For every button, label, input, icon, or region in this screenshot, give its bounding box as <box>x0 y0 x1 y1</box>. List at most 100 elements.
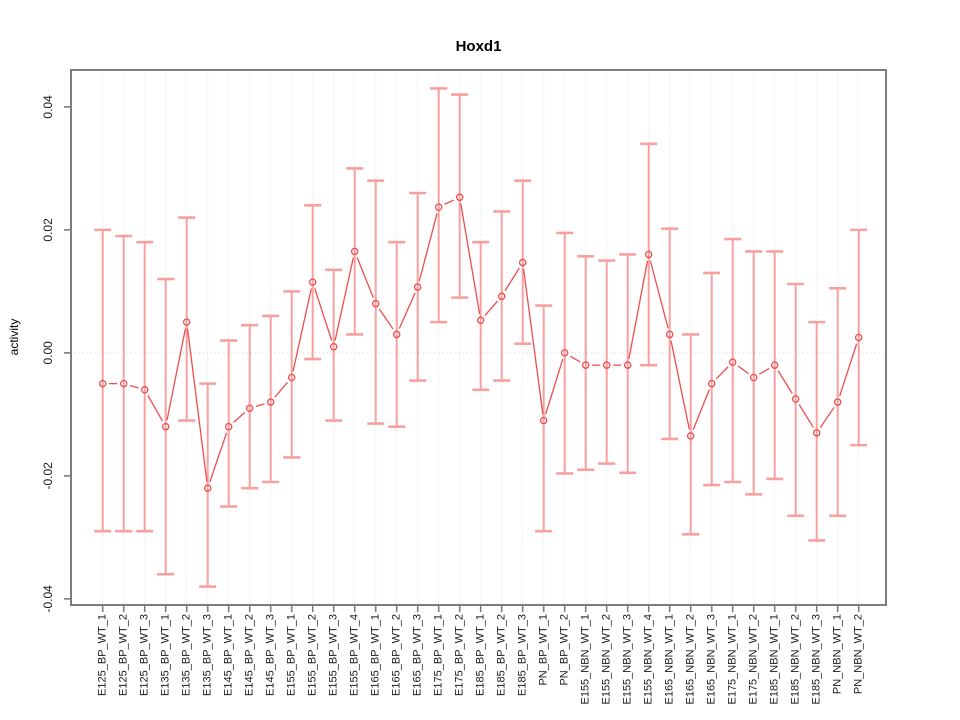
data-point <box>707 379 716 388</box>
series-line-segment <box>758 367 770 375</box>
x-tick-label: PN_BP_WT_1 <box>538 614 550 686</box>
data-point <box>644 250 653 259</box>
series-line-segment <box>737 365 749 375</box>
data-point <box>350 247 359 256</box>
data-point <box>224 422 233 431</box>
x-tick-label: E155_NBN_WT_1 <box>580 614 592 705</box>
series-line-segment <box>545 358 564 415</box>
x-tick-label: E165_BP_WT_2 <box>391 614 403 696</box>
x-tick-label: E145_BP_WT_1 <box>223 614 235 696</box>
data-point <box>497 292 506 301</box>
x-tick-label: E125_BP_WT_2 <box>118 614 130 696</box>
data-point <box>371 299 380 308</box>
x-tick-label: E155_NBN_WT_3 <box>622 614 634 705</box>
data-point <box>245 404 254 412</box>
series-line-segment <box>444 199 455 205</box>
plot-border <box>70 69 887 606</box>
x-tick-label: E185_NBN_WT_1 <box>769 614 781 705</box>
data-point <box>854 333 863 342</box>
data-point <box>476 316 485 325</box>
x-tick-label: E165_NBN_WT_1 <box>664 614 676 705</box>
x-tick-label: E165_NBN_WT_2 <box>685 614 697 705</box>
x-tick-label: E165_NBN_WT_3 <box>706 614 718 705</box>
data-point <box>812 429 821 437</box>
series-line-segment <box>484 300 498 316</box>
x-tick-label: E155_NBN_WT_2 <box>601 614 613 705</box>
x-tick-label: E155_BP_WT_3 <box>328 614 340 696</box>
series-line-segment <box>147 395 164 422</box>
series-line-segment <box>460 203 481 314</box>
series-line-segment <box>715 366 729 380</box>
series-line-segment <box>274 381 288 398</box>
x-tick-label: E125_BP_WT_1 <box>97 614 109 696</box>
data-point <box>287 373 296 382</box>
x-tick-label: E145_BP_WT_3 <box>265 614 277 696</box>
series-line-segment <box>569 355 581 363</box>
data-point <box>560 349 569 357</box>
x-tick-label: E125_BP_WT_3 <box>139 614 151 696</box>
x-tick-label: E175_NBN_WT_2 <box>748 614 760 705</box>
x-tick-label: E185_BP_WT_3 <box>517 614 529 696</box>
series-line-segment <box>255 403 265 408</box>
x-tick-label: E135_BP_WT_2 <box>181 614 193 696</box>
x-tick-label: E155_NBN_WT_4 <box>643 614 655 705</box>
data-point <box>329 342 338 351</box>
series-line-segment <box>209 432 228 483</box>
y-tick-label: 0.04 <box>41 95 55 119</box>
series-line-segment <box>670 340 691 430</box>
x-tick-label: E175_BP_WT_1 <box>433 614 445 696</box>
series-line-segment <box>356 257 374 298</box>
data-point <box>308 278 317 286</box>
x-tick-label: E185_NBN_WT_3 <box>811 614 823 705</box>
data-point <box>140 386 149 394</box>
x-tick-label: E185_BP_WT_1 <box>475 614 487 696</box>
data-point <box>182 318 191 326</box>
data-point <box>602 361 611 369</box>
series-line-segment <box>129 384 139 389</box>
y-axis-title: activity <box>7 318 21 356</box>
series-line-segment <box>233 412 246 423</box>
x-tick-label: E155_BP_WT_2 <box>307 614 319 696</box>
x-tick-label: PN_NBN_WT_1 <box>832 614 844 694</box>
series-line-segment <box>628 260 649 359</box>
x-tick-label: E135_BP_WT_3 <box>202 614 214 696</box>
x-tick-label: E165_BP_WT_3 <box>412 614 424 696</box>
data-point <box>161 422 170 431</box>
data-point <box>203 484 212 492</box>
x-tick-label: E165_BP_WT_1 <box>370 614 382 696</box>
series-line-segment <box>314 288 333 341</box>
series-line-segment <box>839 343 858 397</box>
series-line-segment <box>418 213 438 281</box>
x-tick-label: E175_NBN_WT_1 <box>727 614 739 705</box>
data-point <box>392 330 401 339</box>
x-tick-label: PN_NBN_WT_2 <box>853 614 865 694</box>
data-point <box>119 379 128 388</box>
series-line-segment <box>522 268 544 415</box>
y-tick-label: 0.00 <box>41 341 55 365</box>
data-point <box>833 398 842 406</box>
data-point <box>455 193 464 202</box>
x-tick-label: E185_BP_WT_2 <box>496 614 508 696</box>
data-point <box>98 379 107 388</box>
series-line-segment <box>777 370 793 394</box>
data-point <box>686 432 695 440</box>
data-point <box>413 283 422 291</box>
data-point <box>728 358 737 366</box>
y-tick-label: -0.02 <box>41 462 55 490</box>
x-tick-label: E145_BP_WT_2 <box>244 614 256 696</box>
data-point <box>539 416 548 425</box>
data-point <box>581 361 590 369</box>
data-point <box>434 203 443 211</box>
y-tick-label: -0.04 <box>41 585 55 613</box>
series-line-segment <box>649 260 669 329</box>
series-line-segment <box>166 328 187 421</box>
y-tick-label: 0.02 <box>41 218 55 242</box>
data-point <box>518 258 527 267</box>
data-point <box>665 330 674 339</box>
series-line-segment <box>692 389 710 431</box>
x-tick-label: PN_BP_WT_2 <box>559 614 571 686</box>
series-line-segment <box>186 328 208 482</box>
series-line-segment <box>819 407 835 428</box>
